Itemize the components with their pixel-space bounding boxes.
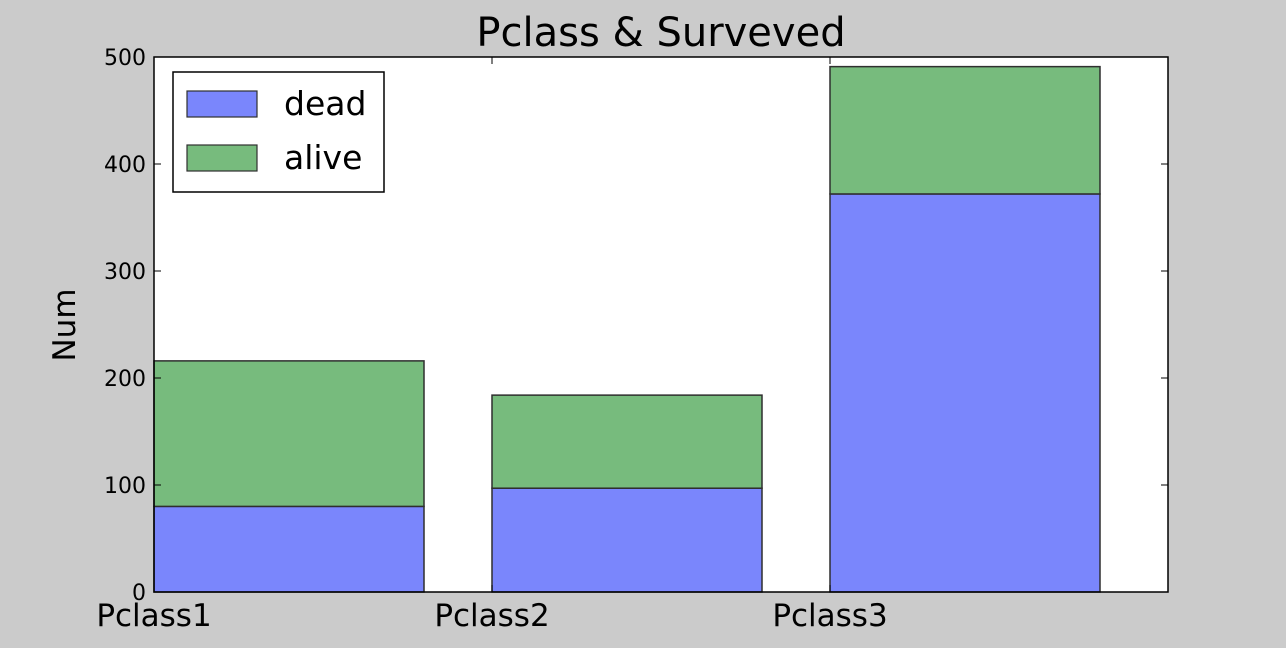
bar-alive-pclass1	[153, 360, 425, 508]
plot-frame	[153, 56, 1169, 593]
legend: dead alive	[172, 71, 385, 193]
x-tick-label: Pclass3	[772, 598, 887, 634]
x-tick-label: Pclass2	[434, 598, 549, 634]
legend-swatch-alive	[186, 144, 258, 172]
y-tick-label: 400	[104, 153, 146, 178]
y-tick-label: 300	[104, 260, 146, 285]
bar-alive-pclass3	[829, 65, 1101, 195]
legend-label-alive: alive	[284, 138, 362, 177]
bar-alive-pclass2	[491, 394, 763, 489]
y-tick-label: 500	[104, 46, 146, 71]
legend-swatch-dead	[186, 90, 258, 118]
bars-group	[153, 65, 1101, 593]
bar-dead-pclass3	[829, 193, 1101, 593]
y-tick-label: 100	[104, 474, 146, 499]
y-tick-label: 200	[104, 367, 146, 392]
legend-label-dead: dead	[284, 84, 366, 123]
bar-dead-pclass2	[491, 487, 763, 593]
y-axis-label: Num	[47, 288, 83, 361]
chart-title: Pclass & Surveved	[476, 10, 845, 56]
y-tick-label: 0	[132, 581, 146, 606]
x-tick-label: Pclass1	[96, 598, 211, 634]
bar-dead-pclass1	[153, 505, 425, 593]
ticks-group: 0 100 200 300 400 500 Pclass1 Pclass2 Pclass3	[96, 46, 1168, 634]
